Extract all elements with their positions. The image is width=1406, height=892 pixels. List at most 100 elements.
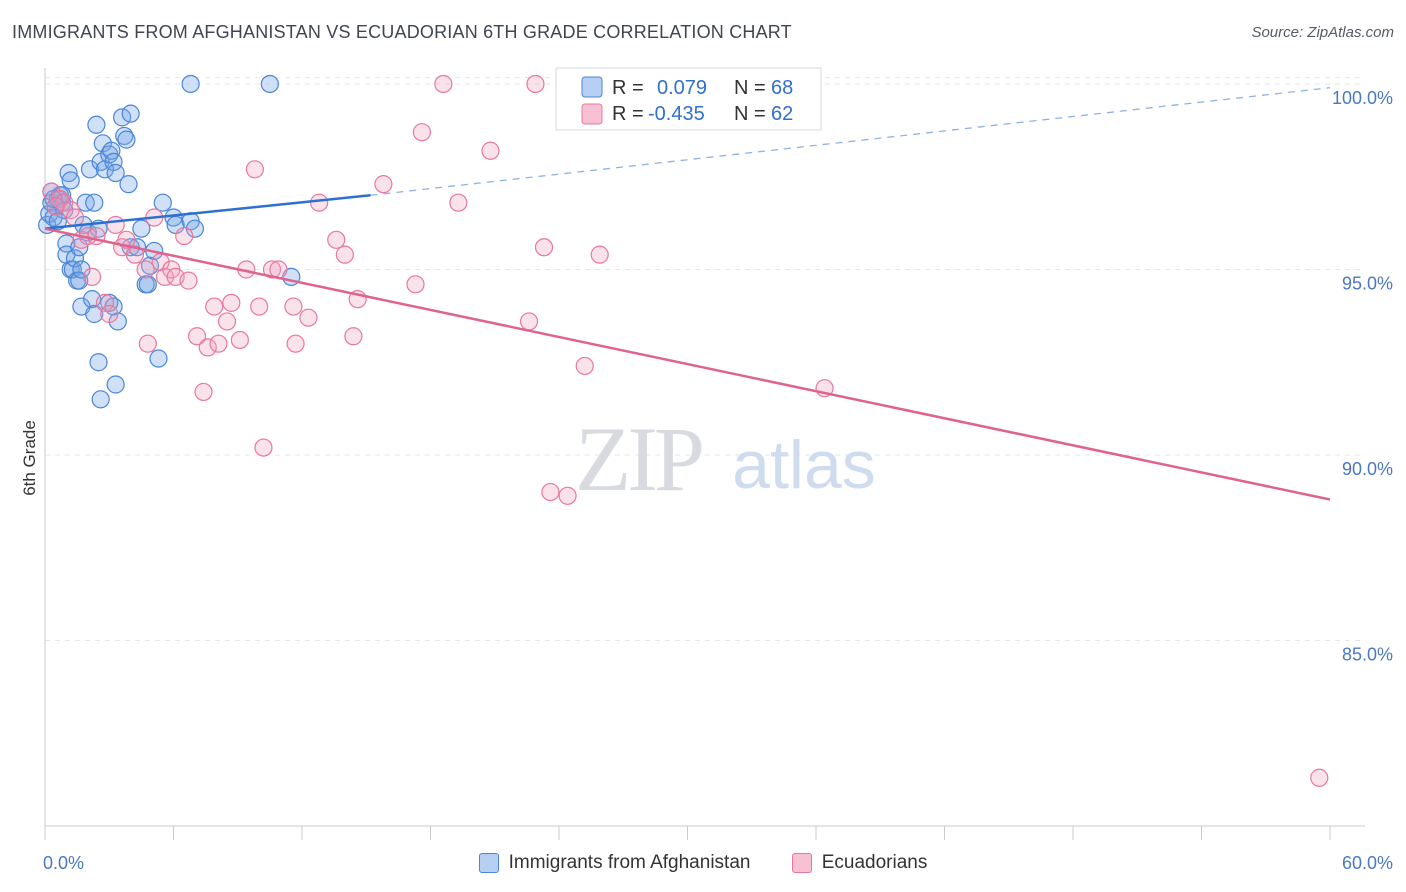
ecuadorians-point-53: [526, 74, 545, 94]
ecuadorians-point-7: [83, 267, 102, 286]
stats-r-value-1: 0.079: [657, 77, 707, 99]
afghanistan-point-36: [104, 152, 123, 171]
x-tick-labels: 0.0% 60.0%: [43, 853, 1393, 873]
ecuadorians-point-16: [138, 334, 157, 353]
afghanistan-point-56: [149, 349, 168, 368]
legend-item-afghanistan[interactable]: Immigrants from Afghanistan: [478, 852, 751, 874]
source-credit: Source: ZipAtlas.com: [1251, 24, 1394, 41]
afghanistan-point-41: [106, 375, 125, 394]
ecuadorians-point-57: [575, 356, 594, 376]
ecuadorians-point-52: [519, 312, 539, 331]
ecuadorians-point-54: [534, 238, 554, 257]
afghanistan-point-27: [85, 304, 104, 324]
afghanistan-point-51: [132, 219, 151, 238]
ecuadorians-point-50: [449, 193, 468, 212]
afghanistan-point-61: [181, 74, 200, 94]
stats-n-value-2: 62: [771, 103, 793, 125]
legend-swatch-blue: [478, 853, 499, 873]
ecuadorians-point-49: [434, 74, 453, 94]
bottom-legend: Immigrants from Afghanistan Ecuadorians: [0, 852, 1406, 878]
trend-lines: [44, 87, 1331, 501]
ecuadorians-point-34: [250, 297, 269, 316]
trend-line-afghanistan: [44, 194, 371, 230]
x-tick-label-1: 60.0%: [1342, 853, 1393, 873]
afghanistan-point-35: [102, 141, 121, 160]
stats-legend: R = 0.079 N = 68 R = -0.435 N = 62: [555, 67, 822, 131]
chart-title: IMMIGRANTS FROM AFGHANISTAN VS ECUADORIA…: [12, 22, 792, 42]
stats-r-label-1: R =: [612, 77, 644, 99]
stats-n-value-1: 68: [771, 77, 793, 99]
legend-label-ecuadorians: Ecuadorians: [821, 852, 928, 873]
stats-swatch-pink: [581, 103, 603, 125]
ecuadorians-point-8: [87, 226, 106, 246]
ecuadorians-point-47: [406, 275, 425, 294]
afghanistan-point-53: [138, 275, 157, 294]
legend-label-afghanistan: Immigrants from Afghanistan: [508, 852, 751, 873]
ecuadorians-point-24: [187, 327, 207, 346]
series-ecuadorians-points: [42, 74, 1329, 787]
afghanistan-point-47: [119, 175, 138, 194]
ecuadorians-point-39: [286, 334, 305, 353]
watermark-atlas: atlas: [732, 427, 876, 503]
ecuadorians-point-29: [217, 312, 237, 331]
ecuadorians-point-61: [46, 197, 65, 216]
afghanistan-point-62: [185, 219, 205, 238]
afghanistan-point-16: [65, 249, 85, 268]
x-tick-label-0: 0.0%: [43, 853, 84, 873]
ecuadorians-point-26: [198, 338, 217, 357]
legend-item-ecuadorians[interactable]: Ecuadorians: [791, 852, 928, 874]
ecuadorians-point-51: [481, 141, 500, 160]
afghanistan-point-37: [106, 163, 125, 183]
afghanistan-point-28: [85, 193, 104, 212]
trend-line-afghanistan-extension: [370, 87, 1331, 196]
ecuadorians-point-33: [245, 160, 264, 179]
watermark-zip: ZIP: [575, 408, 702, 510]
y-tick-label-2: 95.0%: [1342, 273, 1393, 293]
ecuadorians-point-44: [344, 327, 363, 346]
stats-n-label-2: N =: [734, 103, 766, 125]
ecuadorians-point-15: [136, 260, 155, 279]
afghanistan-point-57: [153, 193, 172, 212]
ecuadorians-point-27: [205, 297, 224, 316]
ecuadorians-point-28: [209, 334, 228, 353]
afghanistan-point-25: [80, 160, 100, 179]
ecuadorians-point-36: [262, 260, 282, 279]
afghanistan-point-42: [91, 390, 110, 409]
stats-r-label-2: R =: [612, 103, 644, 125]
afghanistan-point-29: [87, 115, 106, 134]
y-tick-label-1: 90.0%: [1342, 459, 1393, 479]
ecuadorians-point-38: [284, 297, 303, 316]
afghanistan-point-12: [59, 163, 78, 183]
grid-lines: [45, 77, 1365, 641]
afghanistan-point-13: [61, 171, 80, 190]
afghanistan-point-63: [260, 74, 279, 94]
y-tick-label-3: 100.0%: [1332, 88, 1393, 108]
stats-r-value-2: -0.435: [648, 103, 705, 125]
ecuadorians-point-41: [310, 193, 329, 212]
ecuadorians-point-4: [65, 208, 85, 227]
afghanistan-point-46: [117, 130, 136, 149]
ecuadorians-point-19: [155, 267, 175, 286]
afghanistan-point-20: [72, 260, 91, 279]
ecuadorians-point-35: [254, 438, 273, 457]
watermark: ZIP atlas: [575, 408, 876, 510]
ecuadorians-point-48: [412, 123, 432, 142]
stats-swatch-blue: [581, 76, 603, 98]
ecuadorians-point-42: [327, 230, 346, 249]
legend-swatch-pink: [791, 853, 812, 873]
trend-line-ecuadorians: [44, 227, 1331, 501]
ecuadorians-point-22: [175, 226, 194, 246]
stats-n-label-1: N =: [734, 77, 766, 99]
ecuadorians-point-14: [125, 245, 145, 264]
ecuadorians-point-25: [194, 382, 213, 402]
afghanistan-point-67: [44, 189, 63, 209]
axes: [44, 68, 1365, 840]
ecuadorians-point-60: [1310, 768, 1329, 787]
ecuadorians-point-43: [335, 245, 354, 264]
ecuadorians-point-31: [230, 330, 249, 350]
ecuadorians-point-55: [541, 482, 560, 502]
y-tick-labels: 85.0% 90.0% 95.0% 100.0%: [1332, 88, 1393, 665]
ecuadorians-point-56: [558, 486, 577, 505]
afghanistan-point-66: [48, 212, 67, 231]
